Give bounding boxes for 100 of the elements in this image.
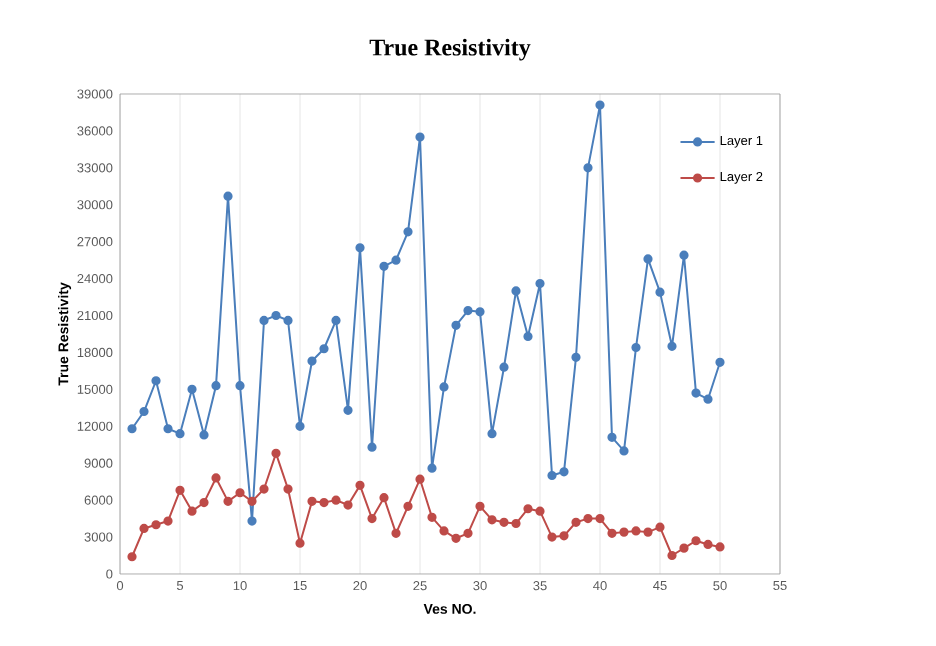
point: [595, 100, 605, 110]
point: [703, 539, 713, 550]
point: [391, 255, 401, 265]
point: [559, 531, 569, 541]
point: [523, 504, 533, 514]
point: [331, 315, 341, 326]
point: [607, 528, 617, 538]
point: [487, 429, 497, 439]
point: [619, 446, 629, 456]
point: [295, 538, 305, 548]
point: [643, 254, 653, 264]
point: [379, 261, 389, 271]
point: [523, 331, 533, 342]
point: [679, 543, 689, 553]
point: [283, 315, 293, 326]
point: [691, 536, 701, 546]
point: [295, 421, 305, 431]
point: [571, 352, 581, 362]
point: [535, 278, 545, 289]
point: [571, 517, 581, 527]
point: [715, 542, 725, 552]
point: [439, 526, 449, 536]
point: [463, 305, 473, 316]
point: [307, 356, 317, 366]
point: [151, 376, 161, 386]
point: [139, 406, 149, 417]
point: [355, 480, 365, 490]
point: [415, 474, 425, 484]
point: [367, 513, 377, 524]
point: [223, 191, 233, 201]
point: [583, 513, 593, 524]
point: [151, 520, 161, 530]
point: [331, 495, 341, 505]
point: [643, 527, 653, 537]
point: [451, 320, 461, 330]
point: [343, 500, 353, 510]
point: [595, 513, 605, 524]
point: [259, 484, 269, 494]
point: [559, 467, 569, 477]
point: [655, 287, 665, 297]
point: [247, 496, 257, 506]
point: [235, 488, 245, 498]
point: [391, 528, 401, 538]
point: [259, 315, 269, 326]
point: [499, 362, 509, 372]
point: [175, 429, 185, 439]
point: [631, 526, 641, 536]
point: [679, 250, 689, 260]
point: [715, 357, 725, 367]
point: [427, 463, 437, 473]
point: [319, 344, 329, 354]
point: [199, 430, 209, 440]
point: [499, 517, 509, 527]
point: [667, 550, 677, 561]
point: [235, 381, 245, 391]
point: [583, 163, 593, 173]
point: [367, 442, 377, 452]
point: [619, 527, 629, 537]
point: [607, 432, 617, 442]
point: [667, 341, 677, 351]
point: [283, 484, 293, 494]
point: [199, 497, 209, 508]
point: [175, 485, 185, 495]
chart-title: True Resistivity: [369, 38, 531, 61]
point: [463, 528, 473, 538]
point: [703, 394, 713, 404]
point: [631, 342, 641, 353]
point: [319, 497, 329, 508]
point: [403, 501, 413, 511]
point: [475, 307, 485, 317]
point: [535, 506, 545, 516]
point: [211, 473, 221, 483]
point: [487, 515, 497, 525]
point: [271, 310, 281, 321]
point: [511, 286, 521, 296]
point: [271, 448, 281, 458]
point: [247, 516, 257, 526]
point: [691, 388, 701, 398]
point: [127, 552, 137, 562]
point: [379, 493, 389, 503]
point: [511, 518, 521, 529]
point: [439, 382, 449, 392]
point: [655, 522, 665, 532]
point: [307, 496, 317, 506]
point: [187, 506, 197, 516]
point: [547, 532, 557, 542]
point: [355, 243, 365, 253]
point: [427, 512, 437, 522]
point: [163, 516, 173, 526]
point: [211, 381, 221, 391]
point: [475, 501, 485, 511]
point: [415, 132, 425, 142]
point: [403, 227, 413, 237]
point: [127, 424, 137, 434]
point: [223, 496, 233, 506]
point: [343, 405, 353, 415]
point: [139, 523, 149, 534]
point: [187, 384, 197, 394]
point: [163, 424, 173, 434]
point: [547, 470, 557, 481]
